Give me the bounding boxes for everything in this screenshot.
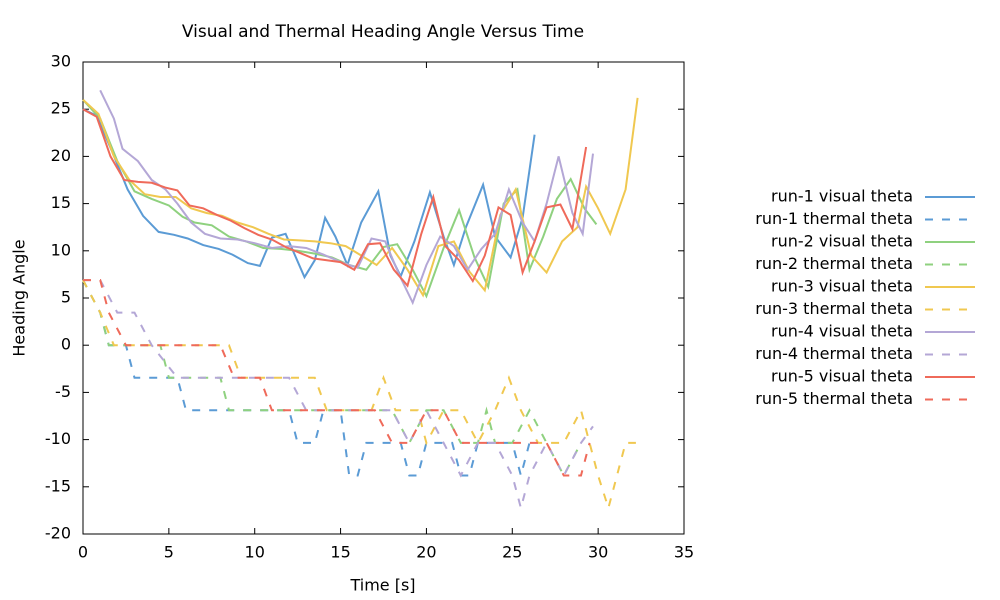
- series-line: [83, 279, 591, 477]
- y-tick-label: 20: [51, 146, 71, 165]
- series-line: [83, 279, 594, 512]
- legend-label: run-3 visual theta: [771, 277, 913, 296]
- y-tick-label: 10: [51, 240, 71, 259]
- x-tick-label: 25: [502, 543, 522, 562]
- x-tick-label: 15: [330, 543, 350, 562]
- y-tick-label: -5: [55, 382, 71, 401]
- legend-label: run-5 thermal theta: [755, 389, 913, 408]
- y-tick-label: -15: [45, 476, 71, 495]
- y-tick-label: -20: [45, 524, 71, 543]
- legend-label: run-4 visual theta: [771, 322, 913, 341]
- y-tick-label: 25: [51, 99, 71, 118]
- x-tick-label: 30: [588, 543, 608, 562]
- series-line: [82, 279, 531, 480]
- x-tick-label: 35: [674, 543, 694, 562]
- legend-label: run-2 thermal theta: [755, 254, 913, 273]
- legend-label: run-1 visual theta: [771, 187, 913, 206]
- x-tick-label: 10: [245, 543, 265, 562]
- chart-title: Visual and Thermal Heading Angle Versus …: [182, 22, 584, 42]
- series-line: [82, 108, 588, 288]
- x-tick-label: 0: [78, 543, 88, 562]
- series-line: [82, 108, 536, 280]
- series-line: [82, 97, 639, 298]
- legend-label: run-4 thermal theta: [755, 344, 913, 363]
- y-tick-label: 5: [61, 288, 71, 307]
- legend-label: run-3 thermal theta: [755, 299, 913, 318]
- legend-label: run-1 thermal theta: [755, 209, 913, 228]
- y-tick-label: 0: [61, 335, 71, 354]
- series-line: [82, 279, 582, 478]
- x-axis-label: Time [s]: [349, 576, 415, 595]
- y-tick-label: -10: [45, 429, 71, 448]
- y-axis-label: Heading Angle: [10, 239, 29, 356]
- x-tick-label: 20: [416, 543, 436, 562]
- series-line: [82, 279, 636, 512]
- legend-label: run-2 visual theta: [771, 232, 913, 251]
- y-tick-label: 15: [51, 193, 71, 212]
- x-tick-label: 5: [164, 543, 174, 562]
- legend-label: run-5 visual theta: [771, 367, 913, 386]
- y-tick-label: 30: [51, 52, 71, 71]
- series-line: [99, 89, 594, 306]
